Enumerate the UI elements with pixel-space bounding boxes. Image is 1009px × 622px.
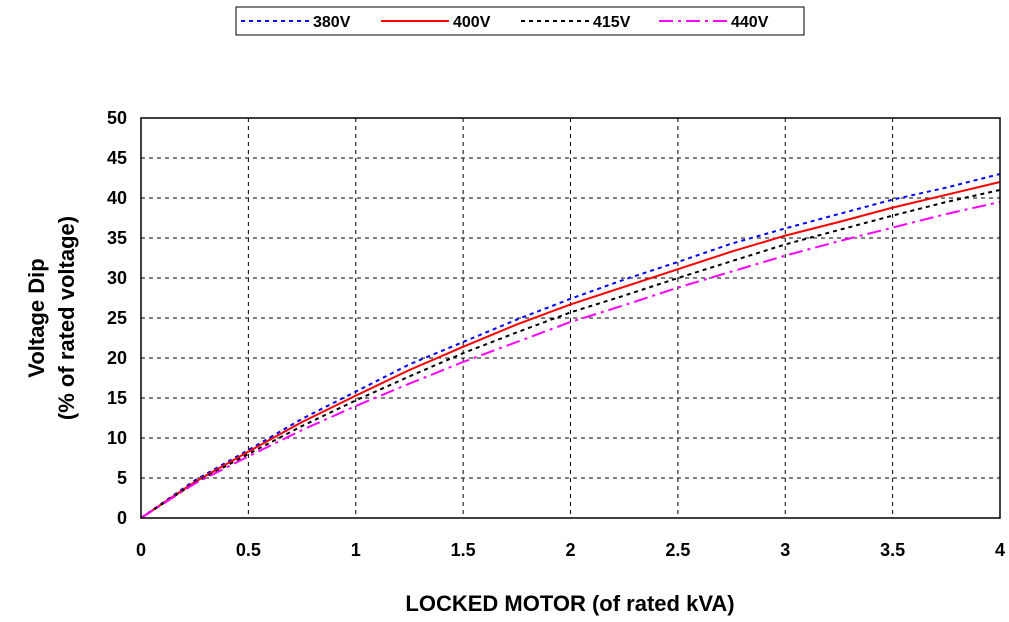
x-tick-label: 3.5: [880, 540, 905, 560]
x-tick-label: 4: [995, 540, 1005, 560]
plot-area: [140, 117, 1001, 519]
data-point-415v: [623, 295, 625, 297]
data-point-440v: [408, 383, 410, 385]
data-point-380v: [838, 213, 840, 215]
legend-label-440v: 440V: [731, 14, 769, 31]
data-point-380v: [784, 227, 786, 229]
data-point-400v: [623, 286, 625, 288]
data-point-400v: [408, 369, 410, 371]
y-tick-label: 5: [117, 468, 127, 488]
data-point-400v: [677, 268, 679, 270]
x-tick-label: 0.5: [236, 540, 261, 560]
data-point-415v: [838, 229, 840, 231]
data-point-400v: [301, 421, 303, 423]
data-point-415v: [570, 311, 572, 313]
data-point-380v: [570, 298, 572, 300]
data-point-415v: [301, 425, 303, 427]
data-point-440v: [677, 287, 679, 289]
legend-box: [235, 6, 805, 36]
y-axis-ticks: 0 5 10 15 20 25 30 35 40 45 50: [107, 108, 127, 528]
plot-border: [140, 117, 1001, 519]
x-tick-label: 1.5: [451, 540, 476, 560]
data-point-440v: [355, 405, 357, 407]
data-point-440v: [892, 227, 894, 229]
y-tick-label: 15: [107, 388, 127, 408]
data-point-415v: [516, 331, 518, 333]
y-tick-label: 40: [107, 188, 127, 208]
data-point-380v: [731, 243, 733, 245]
y-axis-title-line2: (% of rated voltage): [54, 216, 79, 420]
data-point-380v: [945, 187, 947, 189]
data-point-380v: [516, 319, 518, 321]
legend-label-400v: 400V: [453, 14, 491, 31]
gridlines: [141, 118, 1000, 518]
data-point-400v: [355, 395, 357, 397]
data-point-400v: [247, 451, 249, 453]
data-point-400v: [516, 323, 518, 325]
data-point-440v: [784, 255, 786, 257]
y-tick-label: 0: [117, 508, 127, 528]
data-point-380v: [623, 279, 625, 281]
data-point-400v: [945, 194, 947, 196]
data-point-400v: [838, 221, 840, 223]
data-point-380v: [355, 391, 357, 393]
x-tick-label: 0: [136, 540, 146, 560]
data-point-400v: [731, 251, 733, 253]
data-point-440v: [194, 483, 196, 485]
data-point-400v: [784, 235, 786, 237]
y-tick-label: 10: [107, 428, 127, 448]
legend-label-380v: 380V: [313, 14, 351, 31]
data-point-440v: [945, 213, 947, 215]
data-point-415v: [945, 201, 947, 203]
legend: 380V 400V 415V 440V: [235, 6, 805, 36]
data-point-400v: [570, 303, 572, 305]
data-point-440v: [623, 304, 625, 306]
data-point-415v: [731, 260, 733, 262]
x-tick-label: 3: [780, 540, 790, 560]
data-point-380v: [892, 199, 894, 201]
x-tick-label: 2: [565, 540, 575, 560]
data-point-380v: [301, 418, 303, 420]
data-point-440v: [301, 429, 303, 431]
data-point-440v: [462, 361, 464, 363]
x-tick-label: 1: [351, 540, 361, 560]
data-point-400v: [892, 207, 894, 209]
y-axis-title-line1: Voltage Dip: [24, 258, 49, 377]
series-line-415v: [140, 189, 1001, 519]
y-tick-label: 25: [107, 308, 127, 328]
data-point-440v: [731, 271, 733, 273]
data-point-440v: [247, 455, 249, 457]
data-point-415v: [355, 399, 357, 401]
data-point-440v: [570, 321, 572, 323]
data-point-380v: [462, 341, 464, 343]
x-tick-label: 2.5: [665, 540, 690, 560]
legend-label-415v: 415V: [593, 14, 631, 31]
y-tick-label: 30: [107, 268, 127, 288]
y-tick-label: 20: [107, 348, 127, 368]
series-line-440v: [140, 201, 1001, 519]
data-point-400v: [462, 346, 464, 348]
data-point-415v: [462, 352, 464, 354]
x-axis-title: LOCKED MOTOR (of rated kVA): [405, 591, 734, 616]
series-lines: [140, 173, 1001, 519]
data-point-415v: [677, 277, 679, 279]
y-tick-label: 45: [107, 148, 127, 168]
data-point-415v: [247, 453, 249, 455]
data-point-380v: [408, 363, 410, 365]
data-point-440v: [838, 240, 840, 242]
data-point-415v: [784, 243, 786, 245]
series-line-400v: [140, 181, 1001, 519]
series-line-380v: [140, 173, 1001, 519]
data-point-415v: [892, 215, 894, 217]
data-point-440v: [516, 341, 518, 343]
data-point-415v: [408, 375, 410, 377]
y-tick-label: 35: [107, 228, 127, 248]
y-tick-label: 50: [107, 108, 127, 128]
data-point-380v: [677, 261, 679, 263]
x-axis-ticks: 0 0.5 1 1.5 2 2.5 3 3.5 4: [136, 540, 1005, 560]
